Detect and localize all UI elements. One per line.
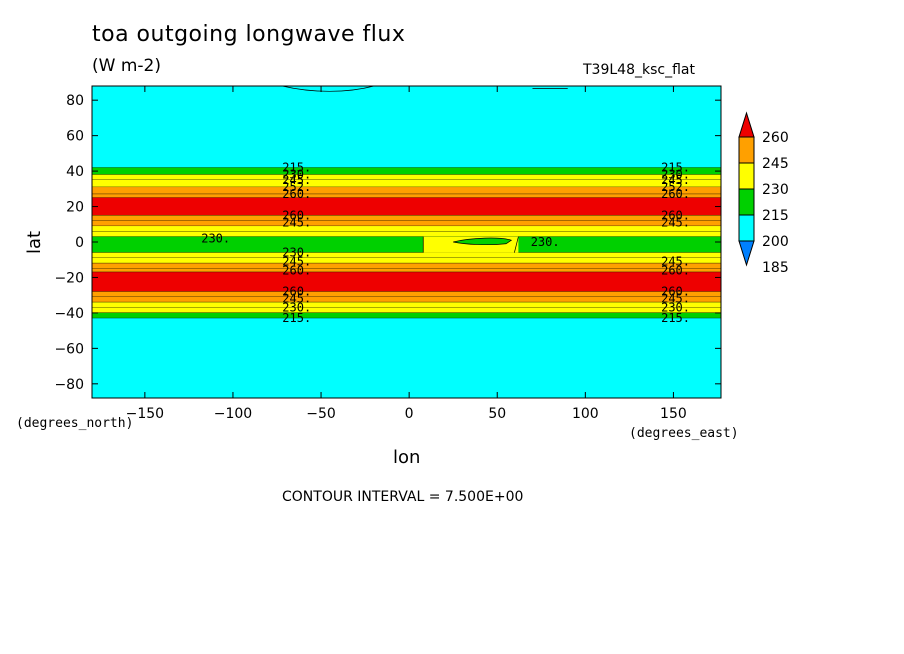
colorbar-segment-4: [738, 136, 755, 164]
colorbar-label-2: 230: [762, 182, 789, 198]
band-3: [92, 179, 721, 188]
band-22: [92, 318, 721, 398]
contour-label-13: 230.: [282, 301, 311, 315]
y-tick-label-5: −20: [54, 270, 84, 286]
x-axis-label: lon: [393, 447, 421, 468]
colorbar-label-0: 260: [762, 130, 789, 146]
y-axis-label: lat: [24, 230, 45, 254]
equatorial-contour: [422, 236, 519, 253]
band-17: [92, 291, 721, 297]
contour-label-0: 215.: [282, 161, 311, 175]
contour-label-16: 230.: [661, 168, 690, 182]
contour-label-25: 260.: [661, 285, 690, 299]
y-tick-label-0: 80: [66, 93, 84, 109]
band-18: [92, 296, 721, 303]
band-20: [92, 307, 721, 313]
x-tick-label-0: −150: [126, 406, 164, 422]
band-16: [92, 272, 721, 292]
polar-contour: [282, 85, 374, 92]
contour-label-27: 230.: [661, 301, 690, 315]
contour-label-12: 245.: [282, 292, 311, 306]
contour-label-19: 260.: [661, 187, 690, 201]
x-tick-label-2: −50: [306, 406, 336, 422]
band-4: [92, 187, 721, 195]
contour-label-17: 245.: [661, 173, 690, 187]
contour-label-9: 245.: [282, 255, 311, 269]
contour-label-15: 215.: [661, 161, 690, 175]
band-10: [92, 231, 721, 237]
band-8: [92, 220, 721, 227]
y-tick-label-6: −40: [54, 306, 84, 322]
band-13: [92, 257, 721, 264]
contour-interval: CONTOUR INTERVAL = 7.500E+00: [282, 489, 524, 505]
colorbar-top-arrow: [738, 111, 755, 138]
contour-label-28: 215.: [661, 311, 690, 325]
x-tick-label-1: −100: [214, 406, 252, 422]
y-tick-label-2: 40: [66, 164, 84, 180]
band-9: [92, 226, 721, 232]
lon-unit-label: (degrees_east): [629, 426, 739, 441]
colorbar-bottom-arrow: [738, 240, 755, 267]
contour-label-4: 260.: [282, 187, 311, 201]
band-6: [92, 197, 721, 216]
y-tick-label-1: 60: [66, 129, 84, 145]
y-tick-label-7: −60: [54, 341, 84, 357]
lat-unit-label: (degrees_north): [16, 416, 134, 431]
colorbar-segment-3: [738, 162, 755, 190]
colorbar-label-1: 245: [762, 156, 789, 172]
y-tick-label-4: 0: [75, 235, 84, 251]
band-1: [92, 167, 721, 175]
contour-label-3: 252.: [282, 180, 311, 194]
contour-label-5: 260.: [282, 208, 311, 222]
contour-label-2: 245.: [282, 173, 311, 187]
band-11: [92, 236, 721, 253]
y-tick-label-3: 20: [66, 200, 84, 216]
x-tick-label-3: 0: [405, 406, 414, 422]
equatorial-green-blob: [453, 237, 513, 246]
contour-label-20: 260.: [661, 208, 690, 222]
contour-label-23: 245.: [661, 255, 690, 269]
colorbar-segment-2: [738, 188, 755, 216]
colorbar-label-4: 200: [762, 234, 789, 250]
x-tick-label-4: 50: [488, 406, 506, 422]
band-21: [92, 312, 721, 319]
band-0: [92, 86, 721, 168]
run-name: T39L48_ksc_flat: [583, 62, 695, 78]
band-7: [92, 215, 721, 221]
colorbar-segment-1: [738, 214, 755, 242]
contour-label-14: 215.: [282, 311, 311, 325]
y-tick-label-8: −80: [54, 377, 84, 393]
contour-label-1: 230.: [282, 168, 311, 182]
contour-label-18: 252.: [661, 180, 690, 194]
colorbar-label-5: 185: [762, 260, 789, 276]
contour-label-11: 260.: [282, 285, 311, 299]
chart-title: toa outgoing longwave flux: [92, 22, 406, 47]
contour-label-24: 260.: [661, 263, 690, 277]
band-19: [92, 302, 721, 308]
band-2: [92, 174, 721, 180]
chart-units: (W m-2): [92, 56, 161, 76]
x-tick-label-5: 100: [572, 406, 599, 422]
band-14: [92, 263, 721, 269]
contour-label-10: 260.: [282, 263, 311, 277]
contour-label-22: 230.: [531, 235, 560, 249]
contour-label-26: 245.: [661, 292, 690, 306]
contour-label-21: 245.: [661, 216, 690, 230]
band-15: [92, 268, 721, 273]
band-12: [92, 252, 721, 258]
contour-label-8: 230.: [282, 246, 311, 260]
band-5: [92, 194, 721, 198]
contour-label-6: 245.: [282, 216, 311, 230]
contour-label-7: 230.: [201, 231, 230, 245]
x-tick-label-6: 150: [660, 406, 687, 422]
colorbar-label-3: 215: [762, 208, 789, 224]
